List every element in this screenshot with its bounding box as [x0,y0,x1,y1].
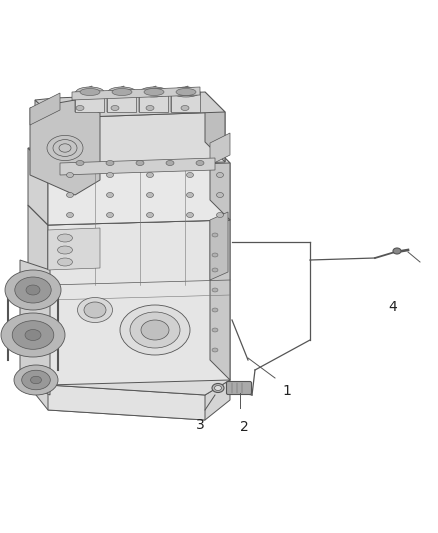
Ellipse shape [57,258,73,266]
Ellipse shape [22,370,50,390]
Ellipse shape [212,288,218,292]
Ellipse shape [111,106,119,110]
Ellipse shape [212,233,218,237]
Ellipse shape [212,253,218,257]
Polygon shape [28,143,230,168]
Ellipse shape [172,87,200,97]
Polygon shape [28,355,230,395]
Ellipse shape [106,213,113,217]
Polygon shape [139,92,168,112]
Ellipse shape [67,192,74,198]
Ellipse shape [1,313,65,357]
Ellipse shape [80,88,100,95]
Ellipse shape [108,87,136,97]
Ellipse shape [215,385,222,391]
Ellipse shape [212,308,218,312]
Polygon shape [210,133,230,165]
Polygon shape [30,93,60,125]
Ellipse shape [112,88,132,95]
Polygon shape [107,86,124,112]
Ellipse shape [15,277,51,303]
Ellipse shape [106,173,113,177]
Ellipse shape [212,328,218,332]
Polygon shape [60,158,215,175]
Ellipse shape [140,87,168,97]
Ellipse shape [76,87,104,97]
Polygon shape [48,228,100,270]
Polygon shape [30,100,100,195]
Text: 2: 2 [240,420,249,434]
Ellipse shape [120,305,190,355]
Ellipse shape [5,270,61,310]
Polygon shape [48,163,230,225]
Polygon shape [139,86,156,112]
Ellipse shape [26,285,40,295]
Ellipse shape [67,173,74,177]
Ellipse shape [216,173,223,177]
Ellipse shape [146,173,153,177]
Polygon shape [171,92,200,112]
Ellipse shape [212,268,218,272]
Polygon shape [20,260,50,395]
Polygon shape [72,87,200,100]
Text: 3: 3 [196,418,205,432]
Ellipse shape [393,248,401,254]
Ellipse shape [78,297,113,322]
Ellipse shape [146,106,154,110]
Ellipse shape [141,320,169,340]
Ellipse shape [106,160,114,166]
Ellipse shape [196,160,204,166]
Polygon shape [210,200,230,380]
Ellipse shape [144,88,164,95]
Ellipse shape [181,106,189,110]
Text: 1: 1 [282,384,291,398]
Ellipse shape [136,160,144,166]
Ellipse shape [106,192,113,198]
Ellipse shape [31,376,42,384]
Ellipse shape [216,192,223,198]
Polygon shape [55,112,225,168]
Polygon shape [171,86,188,112]
Ellipse shape [216,213,223,217]
Ellipse shape [130,312,180,348]
Ellipse shape [14,365,58,395]
Ellipse shape [76,106,84,110]
Ellipse shape [146,192,153,198]
FancyBboxPatch shape [226,382,251,394]
Polygon shape [48,220,230,385]
Polygon shape [107,92,136,112]
Ellipse shape [176,88,196,95]
Ellipse shape [84,302,106,318]
Polygon shape [28,205,48,385]
Ellipse shape [12,321,54,349]
Polygon shape [35,92,225,118]
Ellipse shape [187,213,194,217]
Ellipse shape [166,160,174,166]
Polygon shape [48,385,205,420]
Polygon shape [210,212,228,280]
Ellipse shape [57,234,73,242]
Text: 4: 4 [388,300,397,314]
Polygon shape [75,86,92,112]
Polygon shape [210,143,230,220]
Ellipse shape [212,348,218,352]
Ellipse shape [76,160,84,166]
Polygon shape [28,200,230,225]
Polygon shape [28,362,230,420]
Ellipse shape [146,213,153,217]
Polygon shape [205,92,225,162]
Ellipse shape [187,173,194,177]
Ellipse shape [67,213,74,217]
Ellipse shape [212,384,224,392]
Polygon shape [28,148,48,225]
Polygon shape [35,100,55,168]
Ellipse shape [25,329,41,341]
Ellipse shape [57,246,73,254]
Ellipse shape [187,192,194,198]
Polygon shape [75,92,104,112]
